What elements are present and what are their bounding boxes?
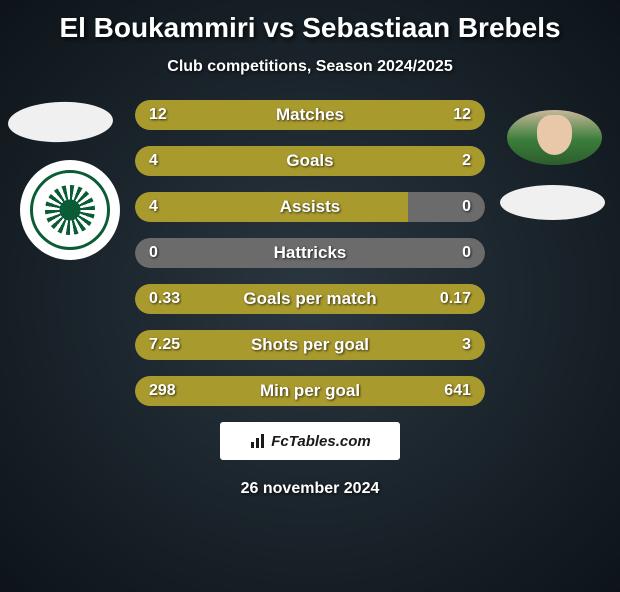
comparison-title: El Boukammiri vs Sebastiaan Brebels (0, 12, 620, 44)
stat-label: Goals per match (243, 289, 376, 309)
stat-value-left: 12 (149, 106, 167, 124)
club-logo-icon (30, 170, 110, 250)
stat-label: Hattricks (274, 243, 347, 263)
stat-label: Goals (286, 151, 333, 171)
stat-bar-left (135, 192, 408, 222)
player-left-avatar (7, 100, 113, 144)
stat-value-left: 4 (149, 198, 158, 216)
stats-list: 12 Matches 12 4 Goals 2 4 Assists 0 0 Hattricks 0 0.… (135, 100, 485, 406)
player-right-club-badge (500, 185, 605, 220)
stat-value-right: 2 (462, 152, 471, 170)
stat-row: 7.25 Shots per goal 3 (135, 330, 485, 360)
stat-value-left: 298 (149, 382, 176, 400)
stat-row: 0 Hattricks 0 (135, 238, 485, 268)
stat-value-right: 0.17 (440, 290, 471, 308)
stat-row: 298 Min per goal 641 (135, 376, 485, 406)
brand-badge: FcTables.com (220, 422, 400, 460)
stat-value-right: 0 (462, 198, 471, 216)
stat-value-right: 12 (453, 106, 471, 124)
stat-value-left: 0 (149, 244, 158, 262)
brand-label: FcTables.com (271, 433, 370, 450)
stat-value-right: 641 (444, 382, 471, 400)
player-left-club-badge (20, 160, 120, 260)
stat-row: 12 Matches 12 (135, 100, 485, 130)
stat-bar-left (135, 146, 370, 176)
stat-label: Assists (280, 197, 340, 217)
stat-row: 0.33 Goals per match 0.17 (135, 284, 485, 314)
stat-label: Min per goal (260, 381, 360, 401)
stat-value-left: 7.25 (149, 336, 180, 354)
stat-row: 4 Assists 0 (135, 192, 485, 222)
chart-icon (249, 432, 267, 450)
stat-value-left: 0.33 (149, 290, 180, 308)
stat-label: Shots per goal (251, 335, 369, 355)
player-right-avatar (507, 110, 602, 165)
stat-label: Matches (276, 105, 344, 125)
comparison-content: 12 Matches 12 4 Goals 2 4 Assists 0 0 Hattricks 0 0.… (0, 100, 620, 498)
comparison-date: 26 november 2024 (0, 480, 620, 498)
stat-value-left: 4 (149, 152, 158, 170)
stat-value-right: 3 (462, 336, 471, 354)
stat-row: 4 Goals 2 (135, 146, 485, 176)
comparison-subtitle: Club competitions, Season 2024/2025 (0, 58, 620, 76)
stat-value-right: 0 (462, 244, 471, 262)
